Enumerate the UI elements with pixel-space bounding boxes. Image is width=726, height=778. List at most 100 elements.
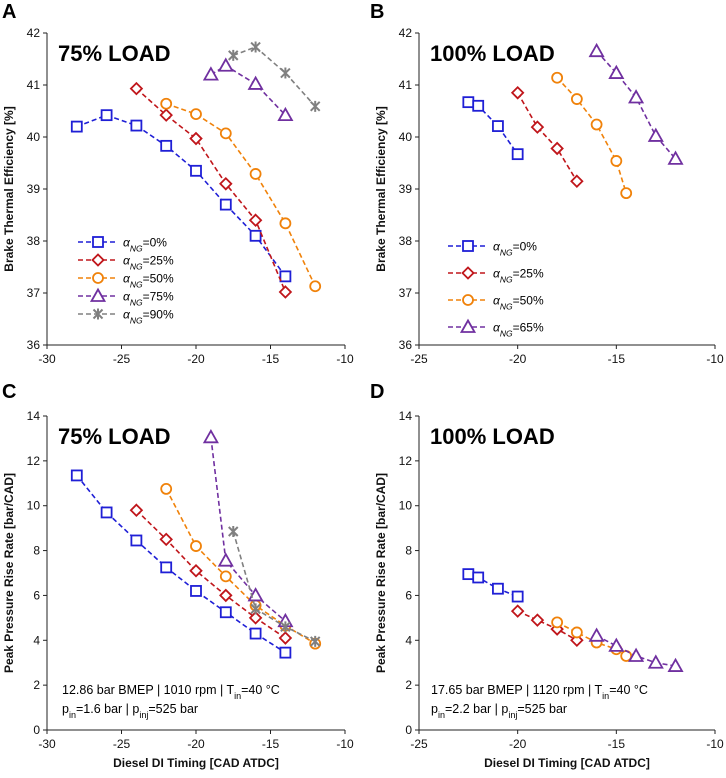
legend-marker xyxy=(92,272,104,284)
data-point xyxy=(248,213,263,227)
legend-label: αNG=50% xyxy=(123,272,174,290)
y-tick-label: 14 xyxy=(27,409,41,423)
panel-c-peak-pressure-rise-rate-75-load: 0 2 4 6 8 10 12 14 -30 -25 -20 -15 -10 Peak Pressure … xyxy=(2,409,354,770)
x-tick-label: -20 xyxy=(187,352,205,366)
data-point xyxy=(250,41,261,53)
legend-label: αNG=25% xyxy=(493,267,544,285)
y-axis-label: Brake Thermal Efficiency [%] xyxy=(2,106,16,271)
data-point xyxy=(159,532,173,547)
panel-label-c: C xyxy=(2,381,16,403)
legend-alpha: α xyxy=(123,308,131,322)
legend: αNG=0%αNG=25%αNG=50%αNG=75%αNG=90% xyxy=(78,236,174,326)
series-star xyxy=(228,41,321,112)
data-point xyxy=(279,217,292,230)
legend-marker xyxy=(92,308,104,320)
series-line xyxy=(516,92,578,182)
load-title: 100% LOAD xyxy=(430,424,555,449)
x-axis-label: Diesel DI Timing [CAD ATDC] xyxy=(484,756,650,770)
legend-value: =0% xyxy=(143,236,168,250)
series-square xyxy=(70,109,292,283)
x-tick-label: -25 xyxy=(410,737,428,751)
svg-text:pin=2.2 bar | pinj=525 bar: pin=2.2 bar | pinj=525 bar xyxy=(431,702,567,720)
data-point xyxy=(129,503,144,517)
svg-text:pin=1.6 bar | pinj=525 bar: pin=1.6 bar | pinj=525 bar xyxy=(62,702,198,720)
data-point xyxy=(492,582,504,595)
legend-label: αNG=75% xyxy=(123,290,174,308)
conditions-text: =525 bar xyxy=(148,702,198,716)
data-point xyxy=(570,626,583,639)
load-title: 75% LOAD xyxy=(58,41,170,66)
data-point xyxy=(551,71,564,84)
y-tick-label: 2 xyxy=(33,678,40,692)
legend-marker xyxy=(461,266,475,280)
data-point xyxy=(570,93,583,105)
data-point xyxy=(202,428,219,444)
panel-b-brake-thermal-efficiency-100-load: 36 37 38 39 40 41 42 -25 -20 -15 -10 Brake Thermal … xyxy=(374,26,724,366)
data-point xyxy=(309,280,322,293)
y-tick-label: 10 xyxy=(399,499,413,513)
data-point xyxy=(472,99,485,112)
y-tick-label: 8 xyxy=(33,544,40,558)
conditions-note-100-load: 17.65 bar BMEP | 1120 rpm | Tin=40 °C pi… xyxy=(431,683,648,720)
data-point xyxy=(280,621,291,633)
y-tick-label: 6 xyxy=(33,588,40,602)
y-tick-label: 8 xyxy=(405,544,412,558)
legend-label: αNG=0% xyxy=(123,236,167,254)
data-point xyxy=(100,506,113,519)
y-axis-label: Peak Pressure Rise Rate [bar/CAD] xyxy=(2,473,16,673)
series-diamond xyxy=(510,604,584,648)
panel-label-a: A xyxy=(2,1,16,23)
data-point xyxy=(228,49,239,61)
y-tick-label: 37 xyxy=(27,286,41,300)
series-line xyxy=(596,50,677,160)
data-point xyxy=(472,571,485,584)
data-point xyxy=(249,229,262,242)
legend-marker xyxy=(91,253,105,267)
data-point xyxy=(219,606,232,619)
data-point xyxy=(280,67,291,79)
y-axis-label: Peak Pressure Rise Rate [bar/CAD] xyxy=(374,473,388,673)
x-tick-label: -30 xyxy=(38,352,56,366)
data-point xyxy=(628,647,645,662)
series-triangle xyxy=(202,57,294,122)
data-point xyxy=(628,89,645,104)
data-point xyxy=(588,627,605,642)
data-point xyxy=(309,635,321,647)
y-tick-label: 41 xyxy=(399,78,413,92)
panel-label-d: D xyxy=(370,381,384,403)
y-tick-label: 40 xyxy=(27,130,41,144)
legend-value: =25% xyxy=(513,267,544,281)
series-triangle xyxy=(202,428,294,628)
data-point xyxy=(608,637,625,652)
x-tick-label: -20 xyxy=(187,737,205,751)
data-point xyxy=(278,631,293,645)
y-tick-label: 42 xyxy=(27,26,41,40)
data-point xyxy=(129,81,144,96)
data-point xyxy=(130,119,143,132)
x-tick-label: -15 xyxy=(262,352,280,366)
data-point xyxy=(247,75,264,90)
data-point xyxy=(160,139,173,152)
legend-value: =75% xyxy=(143,290,174,304)
series-line xyxy=(165,488,316,645)
series-line xyxy=(517,610,578,641)
data-point xyxy=(462,568,475,581)
data-point xyxy=(70,469,83,482)
legend-value: =90% xyxy=(143,308,174,322)
y-tick-label: 39 xyxy=(27,182,41,196)
y-tick-label: 0 xyxy=(33,723,40,737)
data-point xyxy=(551,616,564,629)
series-diamond xyxy=(510,86,584,188)
y-tick-label: 4 xyxy=(405,633,412,647)
data-point xyxy=(510,86,525,100)
data-point xyxy=(250,603,261,615)
data-point xyxy=(160,561,173,574)
panel-label-b: B xyxy=(370,1,384,23)
load-title: 75% LOAD xyxy=(58,424,170,449)
series-line xyxy=(232,531,316,643)
y-tick-label: 36 xyxy=(27,338,41,352)
series-line xyxy=(76,474,286,654)
data-point xyxy=(219,570,232,583)
data-point xyxy=(70,120,83,133)
data-point xyxy=(160,482,173,495)
